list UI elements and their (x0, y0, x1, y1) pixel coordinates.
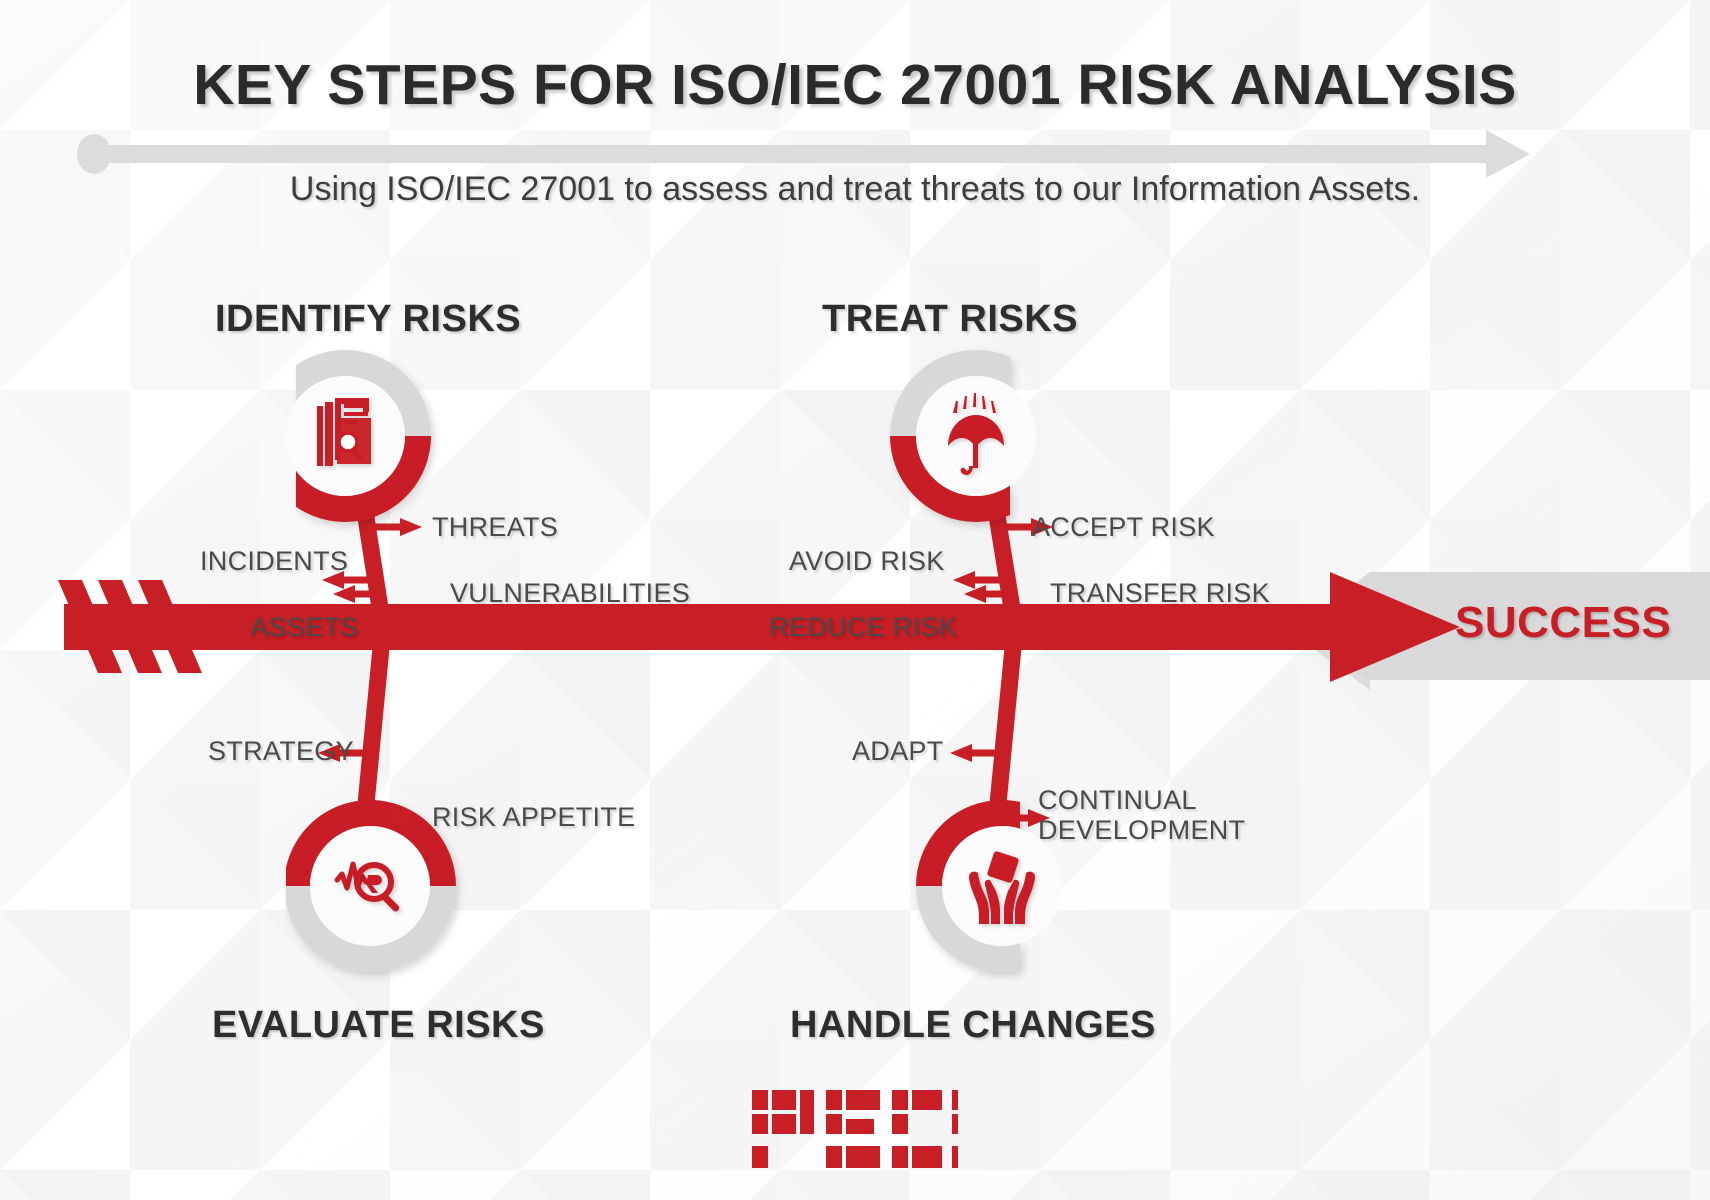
branch-item-risk-appetite: RISK APPETITE (432, 802, 636, 832)
branch-evaluate-risks (286, 626, 456, 972)
continual-development-line1: CONTINUAL (1038, 785, 1197, 815)
branch-item-transfer-risk: TRANSFER RISK (1050, 578, 1270, 608)
branch-item-incidents: INCIDENTS (200, 546, 349, 576)
hands-holding-cube-icon (969, 851, 1035, 924)
branch-item-accept-risk: ACCEPT RISK (1032, 512, 1215, 542)
branch-item-assets-connector (333, 585, 385, 603)
branch-title-handle-changes: HANDLE CHANGES (790, 1004, 1156, 1046)
success-label: SUCCESS (1455, 598, 1672, 647)
branch-item-reduce-risk: REDUCE RISK (769, 612, 957, 642)
pecb-logo (752, 1090, 958, 1168)
main-spine-arrow (58, 572, 1460, 682)
continual-development-line2: DEVELOPMENT (1038, 815, 1246, 846)
branch-item-avoid-risk: AVOID RISK (789, 546, 945, 576)
page-subtitle: Using ISO/IEC 27001 to assess and treat … (289, 170, 1421, 208)
branch-title-treat-risks: TREAT RISKS (822, 298, 1079, 340)
branch-title-identify-risks: IDENTIFY RISKS (215, 298, 522, 340)
branch-item-assets: ASSETS (250, 612, 359, 642)
pulse-magnifier-lens (354, 862, 400, 912)
branch-item-vulnerabilities: VULNERABILITIES (450, 578, 691, 608)
umbrella-icon (948, 393, 1004, 476)
branch-handle-changes (916, 626, 1062, 972)
branch-item-reduce-risk-connector (964, 585, 1016, 603)
branch-item-adapt: ADAPT (852, 736, 944, 766)
arrow-head-icon (1330, 572, 1460, 682)
branch-item-strategy: STRATEGY (208, 736, 354, 766)
pulse-magnifier-icon (334, 861, 369, 891)
header-divider-arrow (77, 130, 1530, 178)
page-title: KEY STEPS FOR ISO/IEC 27001 RISK ANALYSI… (193, 53, 1517, 117)
document-search-icon (317, 398, 371, 466)
branch-treat-risks (890, 350, 1072, 635)
branch-title-evaluate-risks: EVALUATE RISKS (212, 1004, 545, 1046)
branch-item-continual-development: CONTINUAL DEVELOPMENT (1038, 785, 1298, 845)
branch-item-threats: THREATS (432, 512, 559, 542)
branch-identify-risks (285, 350, 442, 635)
